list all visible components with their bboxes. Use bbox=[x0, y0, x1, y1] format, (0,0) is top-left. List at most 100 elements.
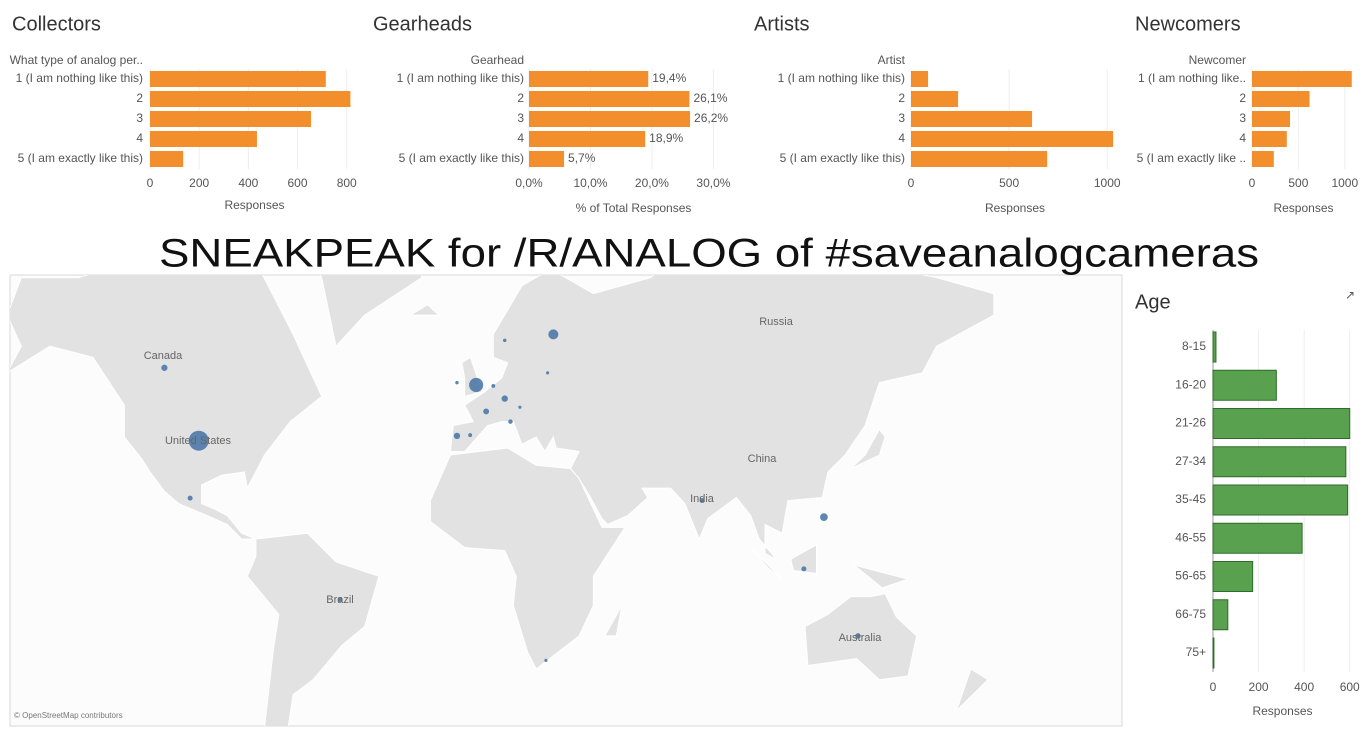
x-axis-label: Responses bbox=[1273, 201, 1333, 215]
attribution: © OpenStreetMap contributors bbox=[14, 711, 123, 720]
bar bbox=[529, 71, 649, 87]
bar bbox=[911, 71, 929, 87]
map-land bbox=[10, 275, 995, 726]
bar bbox=[1212, 408, 1351, 439]
bar bbox=[1252, 151, 1274, 167]
map-point bbox=[548, 329, 559, 340]
bar bbox=[1252, 71, 1352, 87]
map-point bbox=[161, 364, 168, 371]
value-label: 26,2% bbox=[694, 111, 728, 125]
x-axis-label: Responses bbox=[985, 201, 1045, 215]
chart-title: Collectors bbox=[12, 13, 101, 35]
bar bbox=[911, 91, 959, 107]
bar bbox=[911, 111, 1033, 127]
bar bbox=[150, 71, 326, 87]
y-tick-label: 16-20 bbox=[1175, 377, 1206, 391]
bar bbox=[1252, 91, 1310, 107]
x-tick-label: 10,0% bbox=[573, 176, 607, 190]
y-axis-header: What type of analog per.. bbox=[10, 53, 143, 67]
map-point bbox=[491, 383, 496, 388]
y-tick-label: 1 (I am nothing like this) bbox=[397, 71, 524, 85]
value-label: 19,4% bbox=[652, 71, 686, 85]
map-point bbox=[546, 371, 550, 375]
value-label: 18,9% bbox=[649, 131, 683, 145]
map-point bbox=[508, 419, 513, 424]
bar bbox=[150, 111, 312, 127]
x-tick-label: 200 bbox=[189, 176, 209, 190]
y-tick-label: 4 bbox=[517, 131, 524, 145]
land-shape bbox=[449, 275, 995, 560]
bar bbox=[150, 91, 351, 107]
map-point bbox=[469, 377, 484, 393]
map-point bbox=[801, 566, 807, 572]
land-shape bbox=[853, 564, 910, 589]
region-label: Russia bbox=[759, 316, 794, 328]
region-label: Canada bbox=[144, 350, 183, 362]
y-tick-label: 46-55 bbox=[1175, 530, 1206, 544]
y-tick-label: 56-65 bbox=[1175, 569, 1206, 583]
y-tick-label: 3 bbox=[517, 111, 524, 125]
y-axis-header: Artist bbox=[878, 53, 906, 67]
bar bbox=[1212, 637, 1215, 669]
x-axis-label: % of Total Responses bbox=[576, 201, 692, 215]
map-points bbox=[161, 329, 861, 662]
y-tick-label: 66-75 bbox=[1175, 607, 1206, 621]
x-tick-label: 0 bbox=[147, 176, 154, 190]
land-shape bbox=[804, 593, 918, 681]
y-tick-label: 2 bbox=[1239, 91, 1246, 105]
land-shape bbox=[850, 428, 886, 470]
chart-title: Artists bbox=[754, 13, 810, 35]
open-icon[interactable]: ↗ bbox=[1345, 288, 1355, 302]
value-label: 26,1% bbox=[693, 91, 727, 105]
y-tick-label: 1 (I am nothing like this) bbox=[778, 71, 905, 85]
y-tick-label: 3 bbox=[136, 111, 143, 125]
bar bbox=[1212, 446, 1347, 478]
land-shape bbox=[956, 668, 989, 711]
map-point bbox=[503, 338, 507, 343]
y-axis-header: Gearhead bbox=[471, 53, 524, 67]
bar bbox=[1212, 599, 1229, 631]
y-tick-label: 2 bbox=[898, 91, 905, 105]
land-shape bbox=[750, 547, 783, 580]
land-shape bbox=[10, 275, 323, 540]
y-tick-label: 5 (I am exactly like this) bbox=[18, 151, 143, 165]
map-point bbox=[455, 380, 459, 385]
bar bbox=[529, 151, 565, 167]
y-tick-label: 3 bbox=[898, 111, 905, 125]
map-point bbox=[855, 633, 861, 639]
x-tick-label: 0 bbox=[1249, 176, 1256, 190]
y-tick-label: 3 bbox=[1239, 111, 1246, 125]
x-tick-label: 30,0% bbox=[696, 176, 730, 190]
x-tick-label: 600 bbox=[1340, 680, 1360, 694]
region-label: Australia bbox=[839, 632, 883, 644]
region-label: China bbox=[748, 453, 778, 465]
x-tick-label: 20,0% bbox=[635, 176, 669, 190]
x-tick-label: 500 bbox=[999, 176, 1019, 190]
map-point bbox=[518, 405, 522, 409]
x-tick-label: 400 bbox=[238, 176, 258, 190]
map-point bbox=[699, 498, 705, 504]
land-shape bbox=[790, 543, 817, 575]
x-tick-label: 1000 bbox=[1331, 176, 1358, 190]
bar bbox=[150, 151, 184, 167]
x-tick-label: 0 bbox=[908, 176, 915, 190]
chart-title: Gearheads bbox=[373, 13, 472, 35]
x-tick-label: 0,0% bbox=[515, 176, 543, 190]
bar bbox=[1212, 484, 1349, 516]
y-tick-label: 35-45 bbox=[1175, 492, 1206, 506]
y-tick-label: 27-34 bbox=[1175, 454, 1206, 468]
bar bbox=[529, 91, 690, 107]
x-axis-label: Responses bbox=[1252, 704, 1312, 718]
y-tick-label: 4 bbox=[1239, 131, 1246, 145]
bar bbox=[1212, 369, 1277, 401]
x-tick-label: 0 bbox=[1210, 680, 1217, 694]
y-tick-label: 1 (I am nothing like this) bbox=[16, 71, 143, 85]
map-point bbox=[544, 658, 548, 662]
land-shape bbox=[408, 304, 441, 316]
map-point bbox=[501, 395, 508, 402]
land-shape bbox=[319, 275, 423, 348]
bar bbox=[1212, 331, 1217, 363]
land-shape bbox=[246, 532, 380, 726]
map-point bbox=[468, 433, 473, 438]
